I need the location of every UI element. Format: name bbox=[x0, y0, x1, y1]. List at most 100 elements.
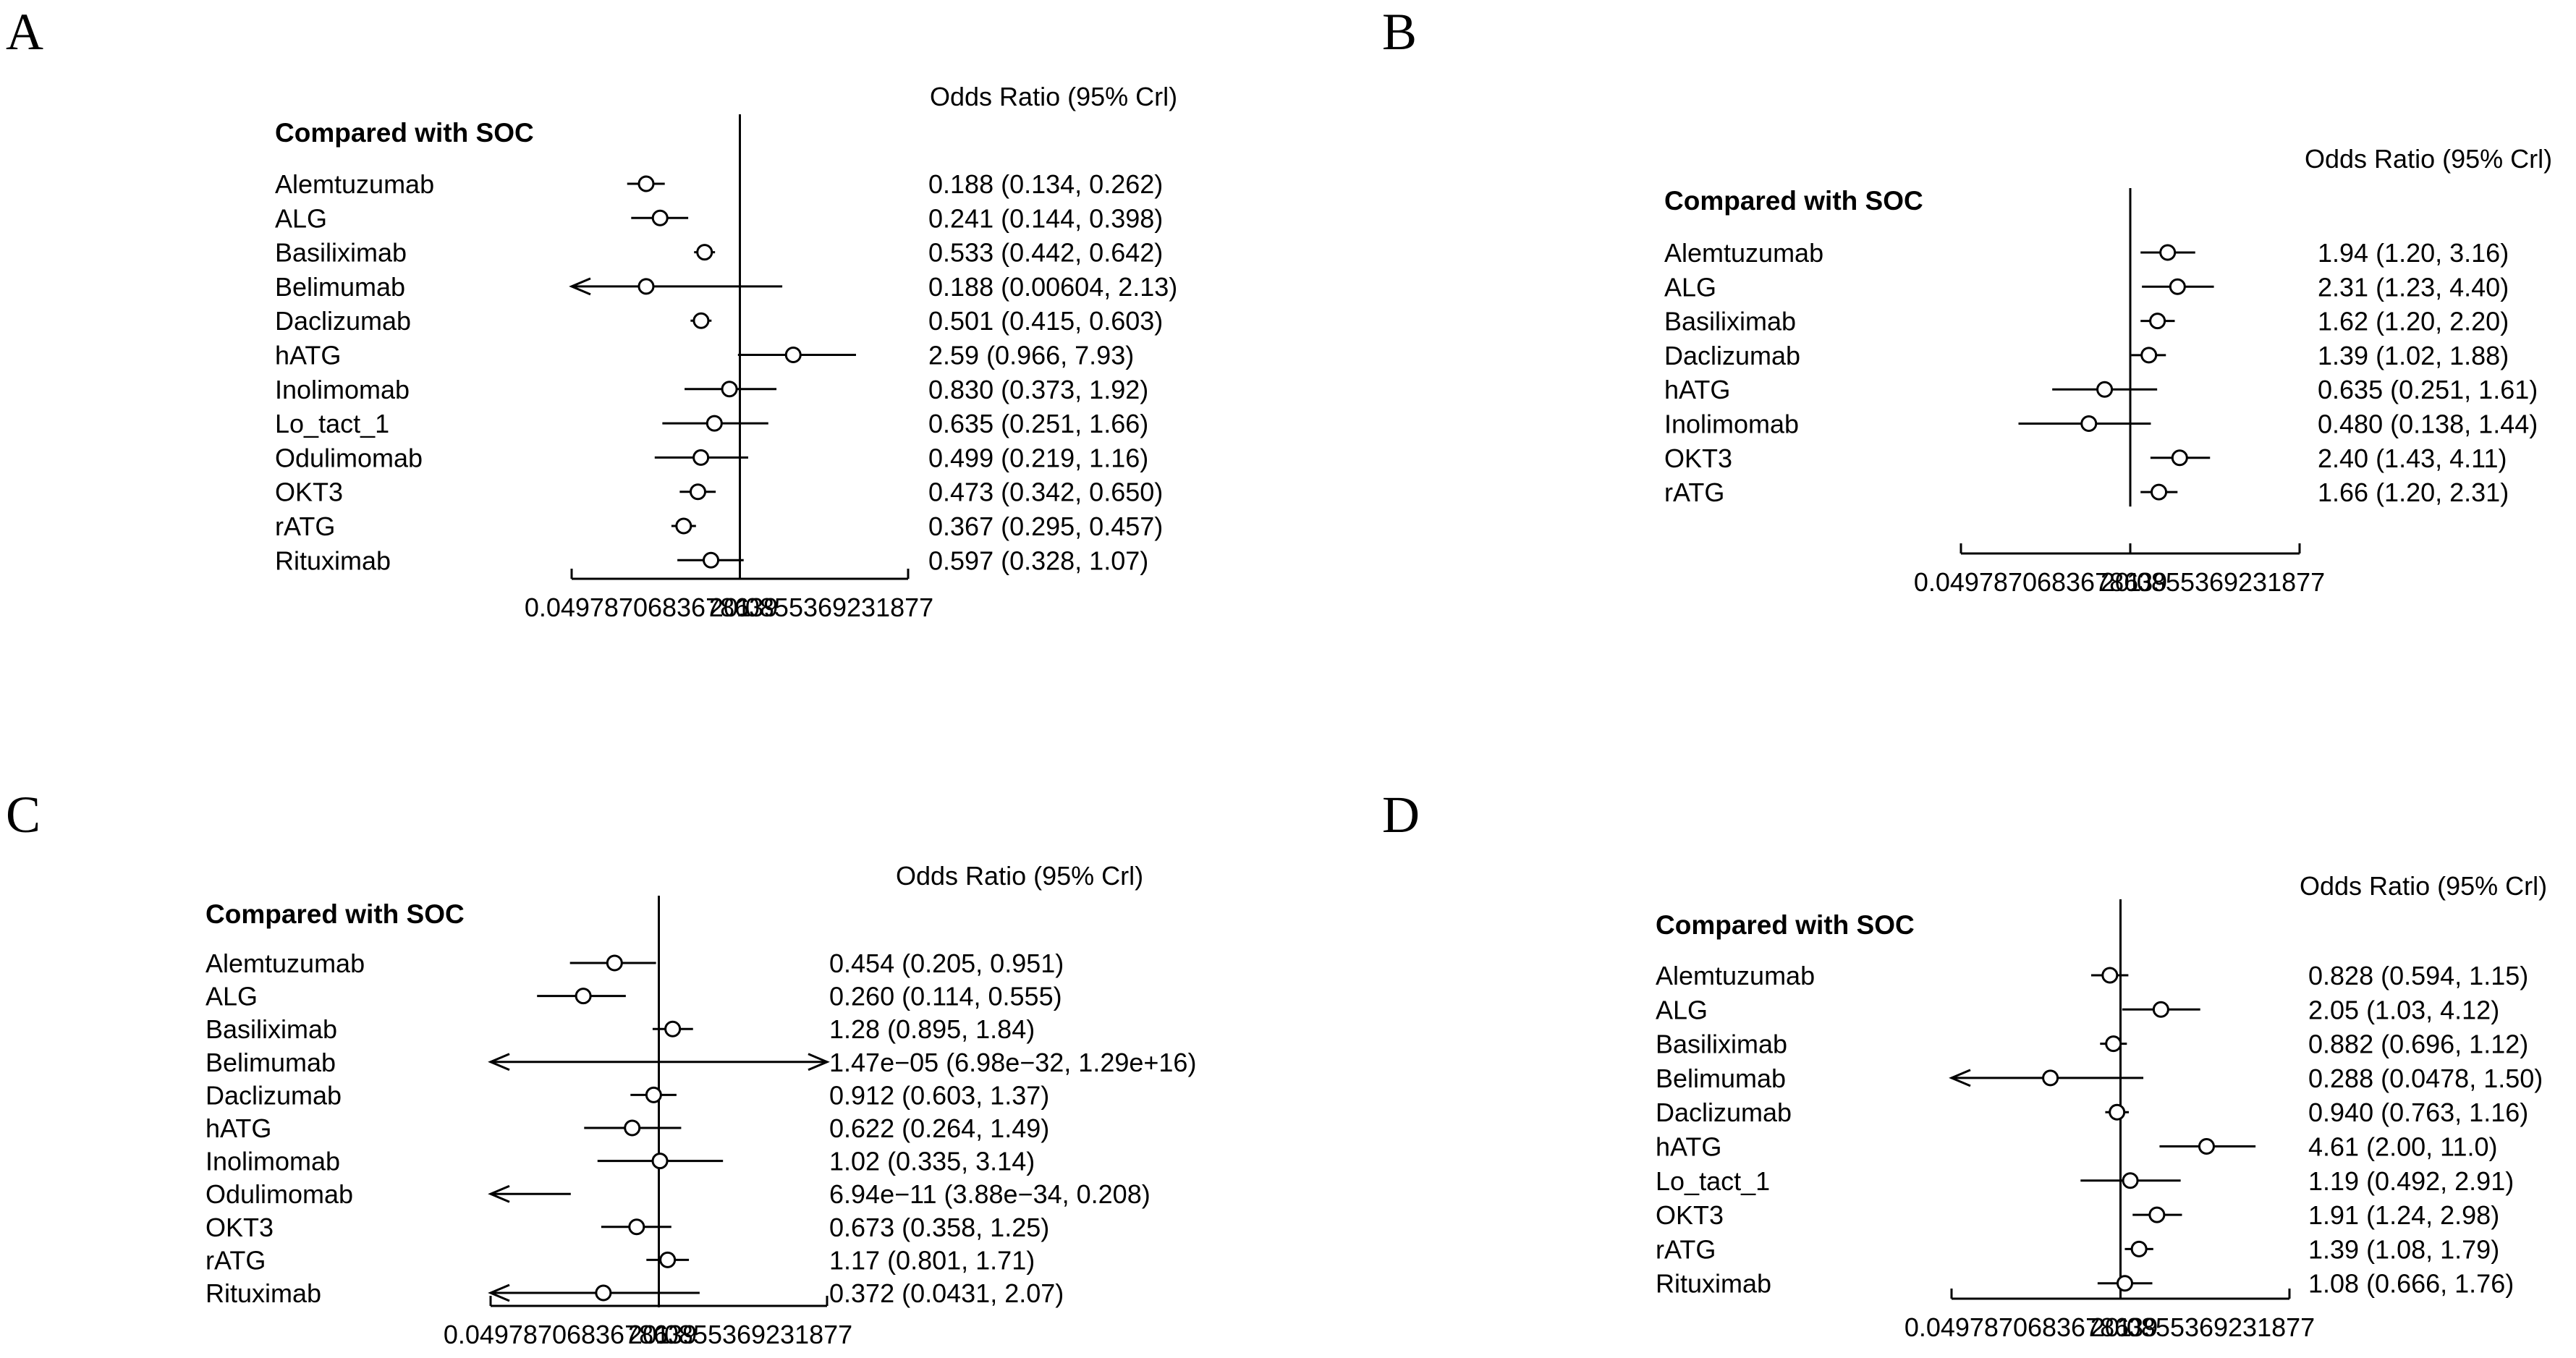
x-tick-label: 0.0497870683678639 bbox=[525, 593, 778, 622]
row-value: 1.66 (1.20, 2.31) bbox=[2318, 478, 2509, 507]
row-label: Alemtuzumab bbox=[1664, 238, 1823, 268]
ci-arrow-left bbox=[488, 1283, 510, 1302]
point-estimate bbox=[2080, 415, 2098, 432]
row-value: 1.39 (1.08, 1.79) bbox=[2308, 1234, 2499, 1264]
row-value: 0.673 (0.358, 1.25) bbox=[829, 1213, 1049, 1242]
row-value: 2.59 (0.966, 7.93) bbox=[928, 341, 1134, 370]
row-label: Belimumab bbox=[206, 1048, 336, 1077]
row-label: hATG bbox=[1656, 1132, 1721, 1162]
x-tick-label: 20.0855369231877 bbox=[628, 1320, 852, 1349]
row-label: OKT3 bbox=[1656, 1200, 1724, 1230]
row-value: 0.288 (0.0478, 1.50) bbox=[2308, 1064, 2543, 1093]
row-value: 0.597 (0.328, 1.07) bbox=[928, 546, 1148, 575]
row-label: ALG bbox=[1664, 272, 1716, 302]
row-label: ALG bbox=[206, 982, 258, 1011]
row-value: 0.533 (0.442, 0.642) bbox=[928, 238, 1163, 268]
ci-arrow-right bbox=[808, 1053, 830, 1071]
point-estimate bbox=[2169, 278, 2186, 295]
forest-panel-c: C Odds Ratio (95% Crl) Compared with SOC 0.… bbox=[6, 786, 1196, 1349]
point-estimate bbox=[2109, 1103, 2126, 1121]
row-label: Lo_tact_1 bbox=[275, 409, 389, 438]
x-tick-label: 20.0855369231877 bbox=[709, 593, 933, 622]
row-value: 0.635 (0.251, 1.61) bbox=[2318, 375, 2538, 404]
x-tick-label: 20.0855369231877 bbox=[2090, 1312, 2315, 1342]
point-estimate bbox=[721, 381, 738, 398]
point-estimate bbox=[664, 1020, 682, 1037]
row-label: Daclizumab bbox=[1656, 1098, 1792, 1127]
x-tick-label: 1 bbox=[2127, 567, 2141, 597]
row-value: 0.940 (0.763, 1.16) bbox=[2308, 1098, 2528, 1127]
row-label: Daclizumab bbox=[1664, 341, 1800, 370]
ci-arrow-left bbox=[1949, 1069, 1971, 1087]
row-value: 0.622 (0.264, 1.49) bbox=[829, 1113, 1049, 1143]
row-label: hATG bbox=[275, 341, 341, 370]
column-header: Odds Ratio (95% Crl) bbox=[2300, 871, 2547, 901]
point-estimate bbox=[2140, 347, 2158, 364]
point-estimate bbox=[2122, 1172, 2139, 1189]
point-estimate bbox=[2042, 1069, 2059, 1087]
row-label: rATG bbox=[275, 512, 335, 541]
row-value: 0.830 (0.373, 1.92) bbox=[928, 375, 1148, 404]
row-value: 0.241 (0.144, 0.398) bbox=[928, 203, 1163, 233]
row-value: 4.61 (2.00, 11.0) bbox=[2308, 1132, 2498, 1162]
row-value: 0.188 (0.134, 0.262) bbox=[928, 169, 1163, 199]
point-estimate bbox=[784, 347, 802, 363]
row-value: 1.28 (0.895, 1.84) bbox=[829, 1014, 1035, 1044]
point-estimate bbox=[2148, 1206, 2166, 1223]
point-estimate bbox=[692, 312, 710, 329]
group-title: Compared with SOC bbox=[275, 118, 534, 148]
row-label: Odulimomab bbox=[275, 443, 423, 472]
row-value: 0.372 (0.0431, 2.07) bbox=[829, 1278, 1064, 1308]
row-value: 1.17 (0.801, 1.71) bbox=[829, 1245, 1035, 1275]
row-label: Alemtuzumab bbox=[275, 169, 434, 199]
point-estimate bbox=[651, 209, 669, 226]
row-label: hATG bbox=[206, 1113, 271, 1143]
row-value: 0.454 (0.205, 0.951) bbox=[829, 949, 1064, 978]
row-value: 2.31 (1.23, 4.40) bbox=[2318, 272, 2509, 302]
point-estimate bbox=[637, 175, 655, 192]
column-header: Odds Ratio (95% Crl) bbox=[2305, 144, 2552, 174]
row-value: 0.501 (0.415, 0.603) bbox=[928, 306, 1163, 336]
row-label: Belimumab bbox=[275, 272, 405, 302]
row-label: Inolimomab bbox=[1664, 409, 1799, 439]
point-estimate bbox=[2101, 967, 2119, 984]
row-label: Alemtuzumab bbox=[206, 949, 365, 978]
point-estimate bbox=[637, 278, 655, 295]
row-label: Inolimomab bbox=[275, 375, 410, 404]
row-label: ALG bbox=[275, 203, 327, 233]
row-value: 0.499 (0.219, 1.16) bbox=[928, 443, 1148, 472]
row-label: Belimumab bbox=[1656, 1064, 1786, 1093]
row-value: 0.260 (0.114, 0.555) bbox=[829, 982, 1062, 1011]
row-label: rATG bbox=[1656, 1234, 1716, 1264]
panel-letter: C bbox=[6, 786, 41, 844]
row-label: Rituximab bbox=[275, 546, 391, 575]
point-estimate bbox=[2159, 244, 2177, 261]
row-value: 0.367 (0.295, 0.457) bbox=[928, 512, 1163, 541]
row-value: 1.62 (1.20, 2.20) bbox=[2318, 307, 2509, 336]
point-estimate bbox=[692, 449, 710, 466]
group-title: Compared with SOC bbox=[1656, 910, 1915, 940]
x-tick-label: 1 bbox=[655, 1320, 669, 1349]
row-label: hATG bbox=[1664, 375, 1730, 404]
row-value: 1.94 (1.20, 3.16) bbox=[2318, 238, 2509, 268]
row-label: OKT3 bbox=[1664, 444, 1732, 473]
row-label: rATG bbox=[206, 1245, 266, 1275]
row-label: Inolimomab bbox=[206, 1147, 340, 1176]
point-estimate bbox=[675, 517, 692, 535]
point-estimate bbox=[696, 244, 713, 261]
column-header: Odds Ratio (95% Crl) bbox=[930, 82, 1177, 111]
point-estimate bbox=[2151, 483, 2168, 501]
row-label: Basiliximab bbox=[206, 1014, 337, 1044]
row-value: 0.635 (0.251, 1.66) bbox=[928, 409, 1148, 438]
point-estimate bbox=[606, 954, 623, 972]
row-label: Alemtuzumab bbox=[1656, 961, 1815, 990]
row-value: 6.94e−11 (3.88e−34, 0.208) bbox=[829, 1179, 1151, 1209]
panel-letter: D bbox=[1382, 786, 1420, 844]
panel-letter: B bbox=[1382, 3, 1417, 61]
row-label: OKT3 bbox=[206, 1213, 274, 1242]
row-label: Daclizumab bbox=[275, 306, 411, 336]
group-title: Compared with SOC bbox=[1664, 186, 1923, 216]
point-estimate bbox=[2116, 1275, 2133, 1292]
row-label: rATG bbox=[1664, 478, 1724, 507]
